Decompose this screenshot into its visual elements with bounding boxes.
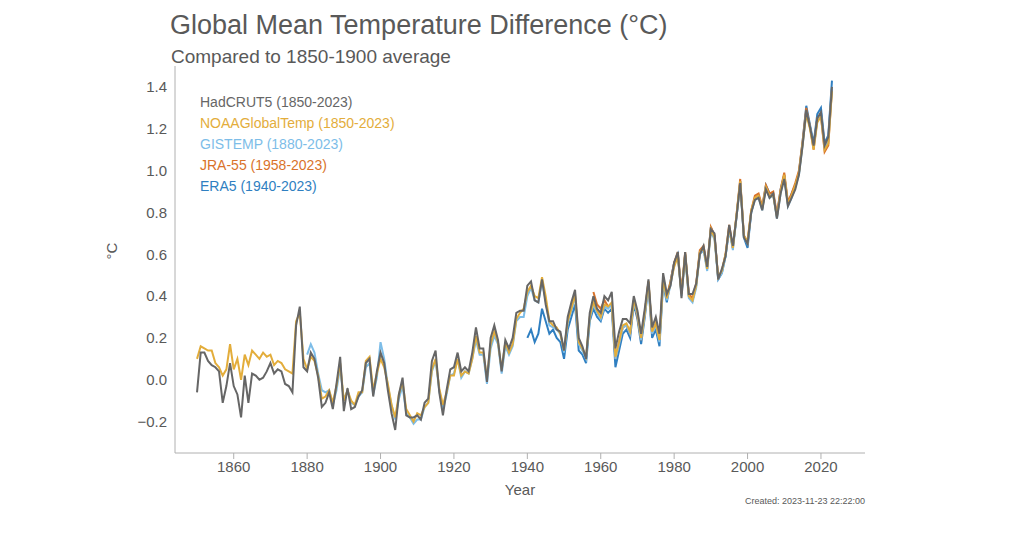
html-text:Compared to 1850-1900 average: Compared to 1850-1900 average: [171, 46, 451, 67]
html-text:Global Mean Temperature Differ: Global Mean Temperature Difference (°C): [170, 10, 668, 40]
svg-text:°C: °C: [103, 243, 120, 260]
html-text:GISTEMP (1880-2023): GISTEMP (1880-2023): [200, 136, 343, 152]
svg-text:1.0: 1.0: [146, 162, 167, 179]
svg-text:1940: 1940: [511, 458, 544, 475]
svg-text:0.0: 0.0: [146, 371, 167, 388]
svg-text:0.8: 0.8: [146, 204, 167, 221]
svg-text:−0.2: −0.2: [137, 413, 167, 430]
svg-text:1960: 1960: [584, 458, 617, 475]
svg-text:2000: 2000: [731, 458, 764, 475]
svg-text:2020: 2020: [804, 458, 837, 475]
html-text:ERA5 (1940-2023): ERA5 (1940-2023): [200, 178, 317, 194]
svg-text:0.4: 0.4: [146, 287, 167, 304]
svg-text:Year: Year: [505, 481, 535, 498]
svg-text:1980: 1980: [657, 458, 690, 475]
html-text:HadCRUT5 (1850-2023): HadCRUT5 (1850-2023): [200, 94, 353, 110]
svg-text:1880: 1880: [290, 458, 323, 475]
html-text:JRA-55 (1958-2023): JRA-55 (1958-2023): [200, 157, 327, 173]
svg-text:0.6: 0.6: [146, 246, 167, 263]
svg-text:1.2: 1.2: [146, 120, 167, 137]
svg-text:1900: 1900: [364, 458, 397, 475]
svg-text:1.4: 1.4: [146, 78, 167, 95]
html-text:NOAAGlobalTemp (1850-2023): NOAAGlobalTemp (1850-2023): [200, 115, 395, 131]
html-text:Created: 2023-11-23 22:22:00: Created: 2023-11-23 22:22:00: [745, 496, 865, 506]
svg-text:0.2: 0.2: [146, 329, 167, 346]
svg-text:1860: 1860: [217, 458, 250, 475]
svg-text:1920: 1920: [437, 458, 470, 475]
